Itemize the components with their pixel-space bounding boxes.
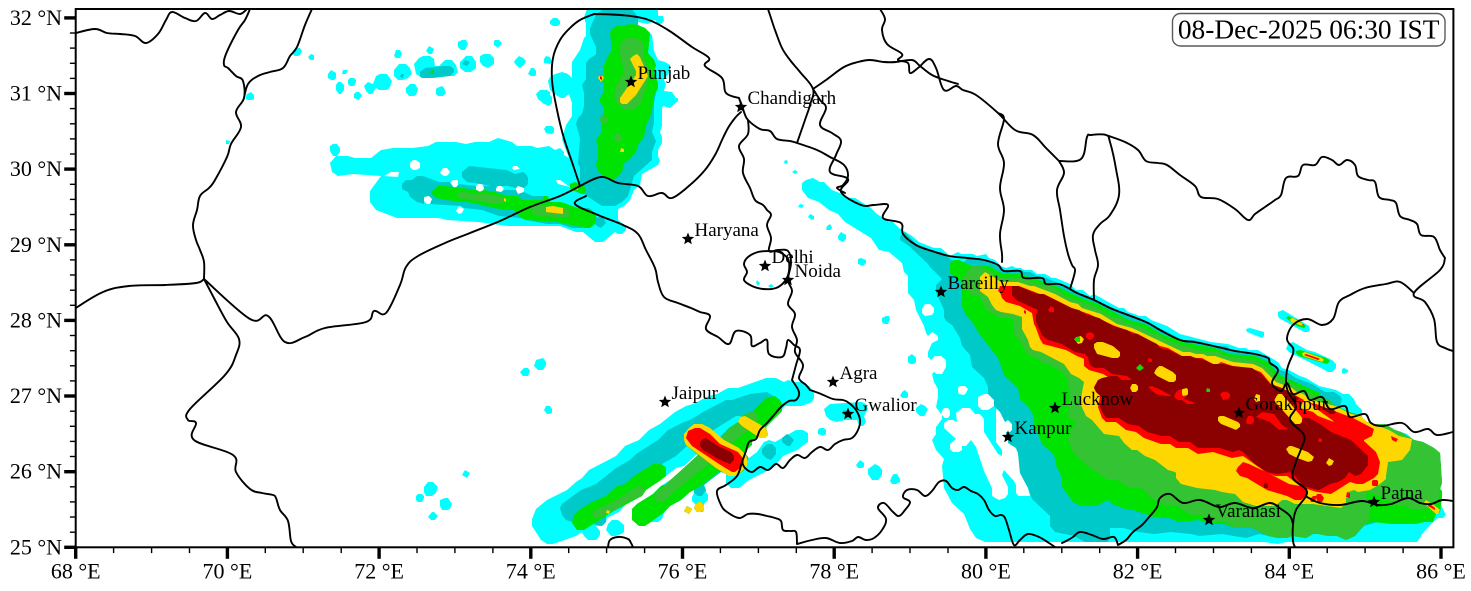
svg-text:Delhi: Delhi [772,247,814,268]
svg-text:Bareilly: Bareilly [948,273,1010,294]
svg-text:Noida: Noida [795,261,842,282]
svg-text:08-Dec-2025 06:30 IST: 08-Dec-2025 06:30 IST [1178,15,1440,45]
svg-text:Haryana: Haryana [695,220,760,241]
svg-text:29 °N: 29 °N [10,232,62,257]
svg-text:Agra: Agra [840,363,879,384]
svg-text:80 °E: 80 °E [961,559,1011,584]
svg-text:74 °E: 74 °E [506,559,556,584]
svg-text:72 °E: 72 °E [354,559,404,584]
svg-text:Kanpur: Kanpur [1015,418,1073,439]
svg-text:68 °E: 68 °E [51,559,101,584]
svg-text:Lucknow: Lucknow [1062,389,1134,410]
svg-text:86 °E: 86 °E [1416,559,1466,584]
svg-text:30 °N: 30 °N [10,156,62,181]
svg-text:82 °E: 82 °E [1113,559,1163,584]
svg-text:84 °E: 84 °E [1264,559,1314,584]
svg-text:32 °N: 32 °N [10,5,62,30]
svg-text:Punjab: Punjab [638,63,691,84]
svg-text:Gwalior: Gwalior [855,395,918,416]
svg-text:25 °N: 25 °N [10,534,62,559]
svg-text:31 °N: 31 °N [10,81,62,106]
svg-text:26 °N: 26 °N [10,459,62,484]
svg-text:78 °E: 78 °E [809,559,859,584]
svg-text:Gorakhpur: Gorakhpur [1246,394,1329,415]
svg-text:Patna: Patna [1381,483,1424,504]
svg-text:70 °E: 70 °E [203,559,253,584]
svg-text:27 °N: 27 °N [10,383,62,408]
svg-text:28 °N: 28 °N [10,307,62,332]
svg-text:Jaipur: Jaipur [672,383,719,404]
svg-text:Varanasi: Varanasi [1216,501,1281,522]
svg-text:Chandigarh: Chandigarh [748,88,837,109]
svg-text:76 °E: 76 °E [658,559,708,584]
